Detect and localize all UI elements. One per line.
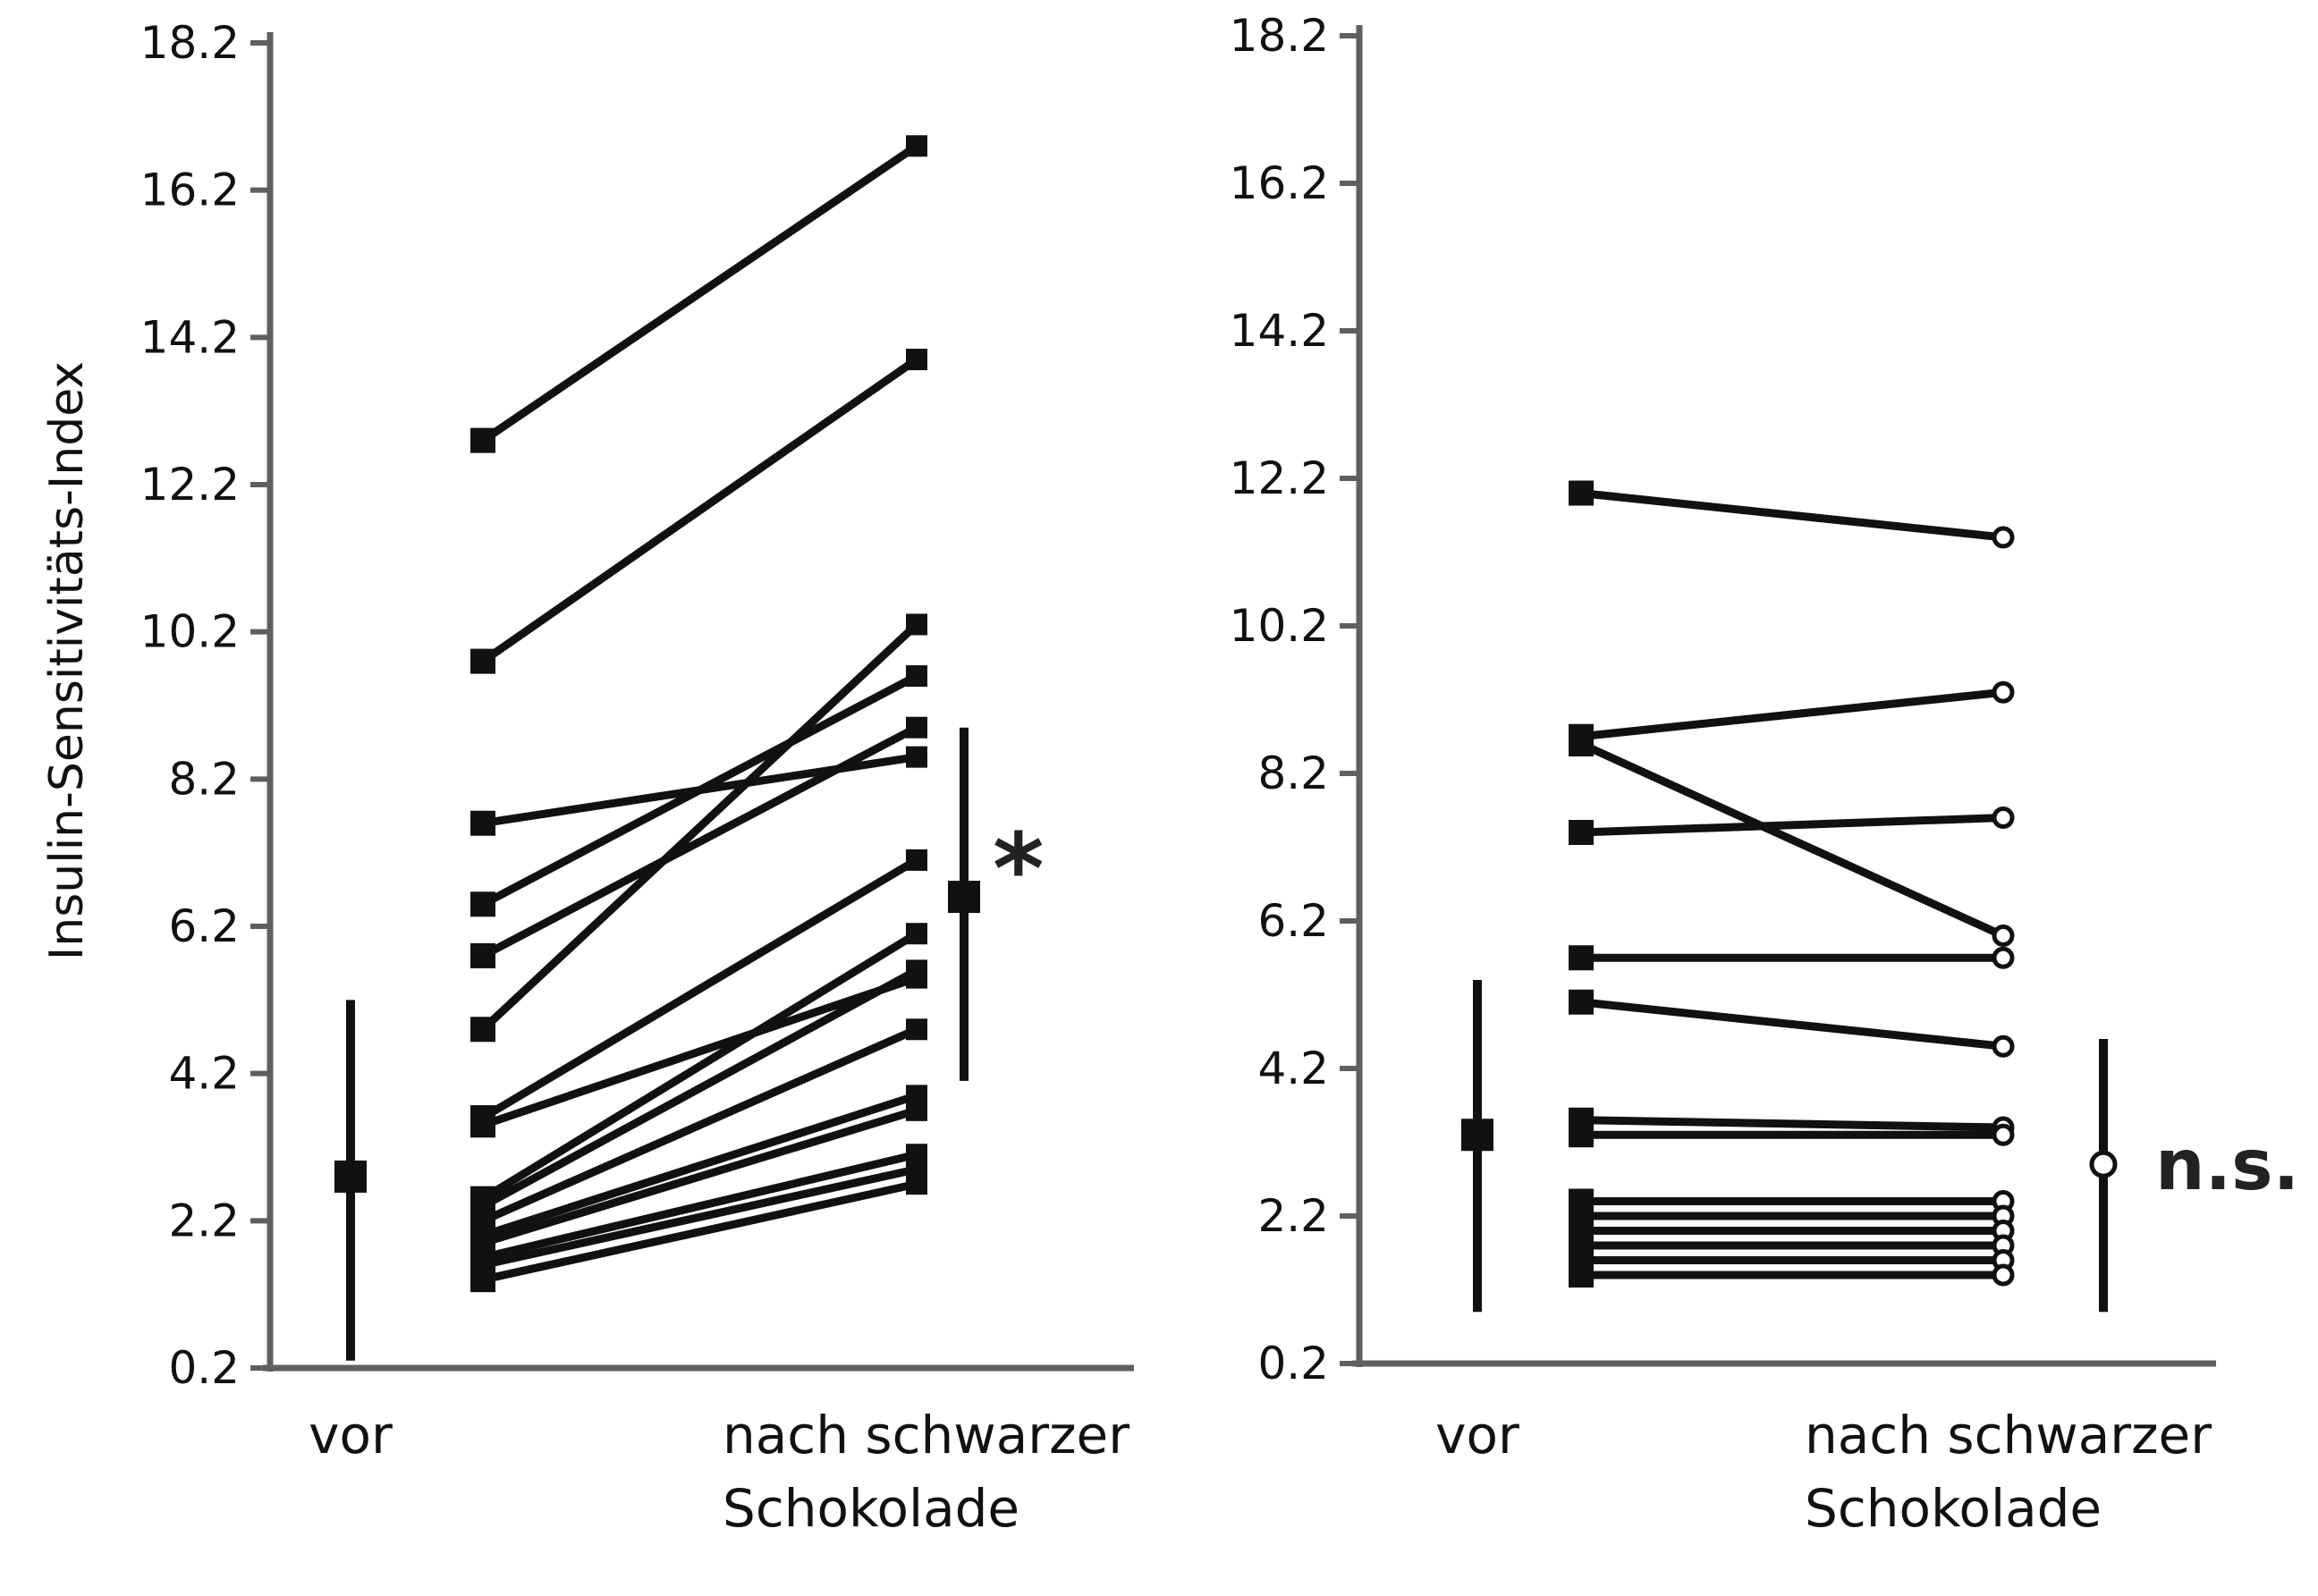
- subject-point-before: [1569, 731, 1594, 756]
- subject-line: [1579, 739, 2005, 940]
- subject-point-after: [906, 716, 927, 739]
- subject-line: [1580, 489, 2004, 542]
- summary-mean-point: [1461, 1119, 1493, 1152]
- subject-point-before: [470, 942, 495, 968]
- subject-line: [481, 974, 918, 1129]
- subject-point-after: [906, 665, 927, 688]
- subject-point-before: [1569, 1122, 1594, 1148]
- subject-point-before: [1569, 820, 1594, 845]
- y-tick-label: 14.2: [140, 311, 240, 363]
- subject-point-after: [1992, 1263, 2015, 1287]
- y-tick-label: 16.2: [140, 165, 240, 216]
- y-tick-label: 8.2: [1257, 747, 1329, 799]
- y-tick-label: 8.2: [168, 753, 240, 805]
- subject-line: [482, 1179, 918, 1284]
- subject-point-before: [470, 427, 495, 453]
- subject-point-before: [1569, 1262, 1594, 1288]
- significance-label: *: [993, 812, 1045, 926]
- subject-line: [480, 930, 919, 1203]
- subject-point-before: [1569, 945, 1594, 971]
- subject-point-after: [1992, 925, 2015, 947]
- subject-point-after: [906, 959, 927, 982]
- subject-point-before: [1569, 989, 1594, 1015]
- subject-line: [1580, 688, 2004, 741]
- x-category-label-line: nach schwarzer: [1805, 1405, 2212, 1465]
- subject-line: [481, 1092, 918, 1240]
- significance-label: n.s.: [2155, 1126, 2299, 1206]
- subject-line: [480, 967, 919, 1210]
- subject-point-after: [1992, 1123, 2015, 1146]
- summary-mean-point: [334, 1160, 367, 1193]
- subject-line: [1580, 1116, 2004, 1132]
- subject-line: [480, 857, 919, 1121]
- subject-line: [1580, 814, 2004, 837]
- subject-point-after: [906, 1018, 927, 1041]
- x-category-label: nach schwarzer Schokolade: [723, 1405, 1129, 1539]
- subject-line: [482, 1165, 918, 1270]
- subject-point-before: [470, 1017, 495, 1043]
- x-category-label: nach schwarzer Schokolade: [1805, 1405, 2212, 1539]
- subject-line: [480, 356, 919, 665]
- y-tick-label: 16.2: [1230, 157, 1329, 209]
- subject-line: [481, 1026, 918, 1225]
- panel-left: 0.2 2.2 4.2 6.2 8.2 10.2 12.2 14.2 16.2 18.2 Insul…: [40, 17, 1134, 1539]
- y-tick-label: 6.2: [168, 900, 240, 952]
- x-category-label: vor: [309, 1405, 393, 1465]
- subject-line: [479, 621, 920, 1033]
- subject-point-after: [906, 1173, 927, 1195]
- y-tick-label: 4.2: [1257, 1043, 1329, 1094]
- x-category-label: vor: [1435, 1405, 1519, 1465]
- subject-point-after: [1992, 946, 2015, 969]
- summary-mean-point: [948, 881, 980, 914]
- subject-point-after: [906, 349, 927, 371]
- subject-line: [481, 1106, 918, 1247]
- subject-line: [480, 142, 919, 444]
- subject-line: [480, 723, 919, 959]
- subject-point-before: [1569, 480, 1594, 506]
- subject-line: [1580, 998, 2004, 1051]
- subject-point-after: [1992, 680, 2015, 704]
- y-tick-label: 10.2: [140, 606, 240, 658]
- y-tick-label: 2.2: [1257, 1190, 1329, 1242]
- y-tick-label: 2.2: [168, 1195, 240, 1246]
- x-category-label-line: nach schwarzer: [723, 1405, 1129, 1465]
- y-tick-label: 18.2: [1230, 10, 1329, 62]
- y-tick-label: 10.2: [1230, 600, 1329, 652]
- subject-point-after: [906, 746, 927, 768]
- subject-point-before: [470, 648, 495, 674]
- subject-point-before: [470, 810, 495, 836]
- subject-point-after: [906, 923, 927, 945]
- subject-point-before: [470, 1112, 495, 1138]
- subject-point-after: [906, 1099, 927, 1121]
- y-tick-label: 0.2: [1257, 1338, 1329, 1389]
- y-tick-label: 6.2: [1257, 895, 1329, 947]
- y-tick-label: 18.2: [140, 17, 240, 69]
- y-tick-label: 12.2: [1230, 452, 1329, 504]
- subject-point-before: [470, 891, 495, 917]
- x-category-label-line: Schokolade: [1805, 1478, 2102, 1539]
- subject-point-after: [906, 849, 927, 871]
- subject-point-after: [1992, 1034, 2015, 1058]
- subject-point-after: [1992, 526, 2015, 549]
- y-tick-label: 14.2: [1230, 305, 1329, 357]
- subject-point-before: [470, 1267, 495, 1293]
- subject-point-after: [906, 613, 927, 636]
- y-tick-label: 12.2: [140, 459, 240, 511]
- y-axis-label: Insulin-Sensitivitäts-Index: [40, 361, 94, 960]
- y-tick-label: 4.2: [168, 1048, 240, 1100]
- x-category-label-line: Schokolade: [723, 1478, 1019, 1539]
- summary-mean-point: [2089, 1150, 2118, 1178]
- subject-line: [481, 1150, 918, 1262]
- subject-point-after: [906, 135, 927, 157]
- panel-right: 0.2 2.2 4.2 6.2 8.2 10.2 12.2 14.2 16.2 18.2 vor na…: [1230, 10, 2300, 1539]
- subject-point-after: [1992, 806, 2015, 829]
- subject-line: [480, 672, 919, 908]
- y-tick-label: 0.2: [168, 1342, 240, 1394]
